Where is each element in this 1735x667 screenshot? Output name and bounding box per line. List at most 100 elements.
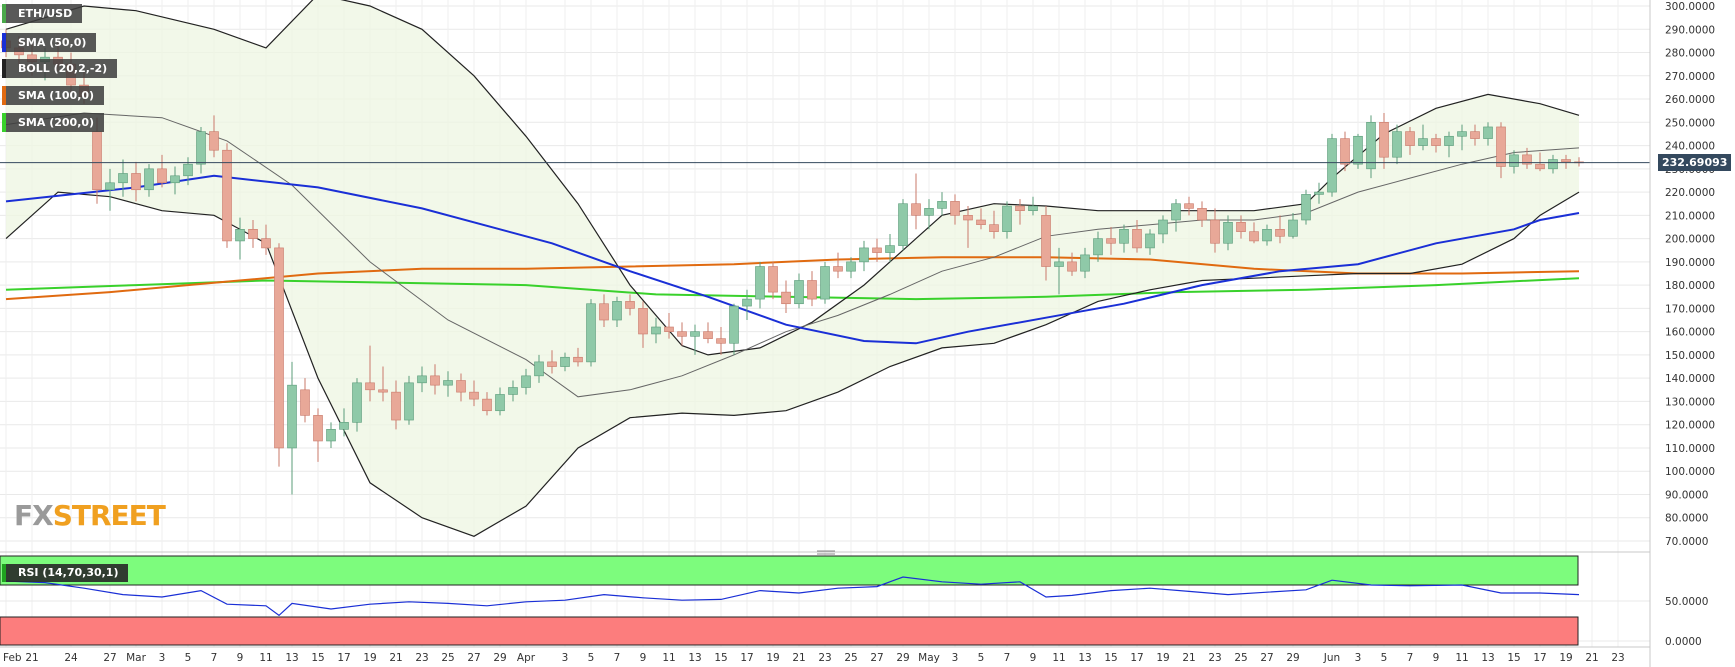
candle bbox=[417, 366, 427, 393]
candle bbox=[326, 422, 336, 448]
candle-body bbox=[1249, 231, 1259, 242]
time-tick-label: 11 bbox=[662, 652, 675, 664]
candle bbox=[339, 408, 349, 437]
candle-body bbox=[1561, 159, 1571, 163]
candle-body bbox=[469, 391, 479, 400]
time-tick-label: 23 bbox=[1611, 652, 1624, 664]
time-tick-label: May bbox=[918, 652, 940, 664]
candle bbox=[1197, 201, 1207, 227]
candle-body bbox=[1418, 138, 1428, 146]
price-tick-label: 170.0000 bbox=[1665, 303, 1715, 315]
candle-body bbox=[1262, 229, 1272, 242]
candle-body bbox=[352, 382, 362, 423]
candle-body bbox=[1444, 135, 1454, 146]
candle-body bbox=[1132, 229, 1142, 249]
candle bbox=[404, 375, 414, 425]
time-tick-label: 17 bbox=[1130, 652, 1143, 664]
candle-body bbox=[1002, 205, 1012, 232]
time-tick-label: 13 bbox=[688, 652, 701, 664]
candle bbox=[1327, 133, 1337, 197]
candle bbox=[1379, 113, 1389, 169]
price-tick-label: 70.0000 bbox=[1665, 536, 1708, 548]
candle bbox=[1444, 131, 1454, 158]
candle-body bbox=[1509, 154, 1519, 167]
candle-body bbox=[560, 356, 570, 367]
price-tick-label: 270.0000 bbox=[1665, 71, 1715, 83]
candle-body bbox=[365, 382, 375, 391]
candle-body bbox=[1275, 229, 1285, 237]
candle-body bbox=[807, 280, 817, 300]
candle-body bbox=[950, 201, 960, 216]
time-tick-label: 3 bbox=[952, 652, 959, 664]
indicator-tag-sma50[interactable]: SMA (50,0) bbox=[2, 33, 97, 52]
candle-body bbox=[1457, 131, 1467, 137]
time-tick-label: 9 bbox=[1433, 652, 1440, 664]
candle bbox=[131, 161, 141, 202]
rsi-overbought-zone bbox=[0, 555, 1579, 586]
price-tick-label: 150.0000 bbox=[1665, 350, 1715, 362]
candle-body bbox=[924, 208, 934, 216]
time-tick-label: 5 bbox=[978, 652, 985, 664]
candle-body bbox=[1223, 222, 1233, 244]
candle-body bbox=[1483, 126, 1493, 139]
price-tick-label: 100.0000 bbox=[1665, 466, 1715, 478]
time-tick-label: 7 bbox=[1004, 652, 1011, 664]
fxstreet-logo: FXSTREET bbox=[14, 499, 166, 532]
time-tick-label: 15 bbox=[311, 652, 324, 664]
indicator-tag-boll[interactable]: BOLL (20,2,-2) bbox=[2, 59, 118, 78]
candle bbox=[1561, 154, 1571, 169]
candle bbox=[807, 271, 817, 307]
candle bbox=[664, 313, 674, 339]
indicator-tag-sma100[interactable]: SMA (100,0) bbox=[2, 86, 105, 105]
candle-body bbox=[989, 224, 999, 232]
candle-body bbox=[1210, 219, 1220, 244]
candle bbox=[1093, 231, 1103, 262]
candle-body bbox=[508, 387, 518, 395]
time-tick-label: 27 bbox=[870, 652, 883, 664]
rsi-series bbox=[5, 576, 1580, 617]
time-tick-label: 17 bbox=[740, 652, 753, 664]
time-tick-label: 11 bbox=[259, 652, 272, 664]
rsi-indicator-tag[interactable]: RSI (14,70,30,1) bbox=[2, 564, 129, 582]
time-tick-label: 5 bbox=[1381, 652, 1388, 664]
time-tick-label: 5 bbox=[588, 652, 595, 664]
price-tick-label: 220.0000 bbox=[1665, 187, 1715, 199]
candle bbox=[885, 233, 895, 262]
candle-body bbox=[1405, 131, 1415, 146]
candle bbox=[612, 296, 622, 327]
time-tick-label: 21 bbox=[389, 652, 402, 664]
candle bbox=[768, 261, 778, 300]
candle-body bbox=[1340, 138, 1350, 165]
candle bbox=[248, 220, 258, 248]
candle-body bbox=[1353, 135, 1363, 165]
candle-body bbox=[872, 247, 882, 253]
candle-body bbox=[430, 375, 440, 386]
indicator-label: SMA (200,0) bbox=[18, 116, 95, 129]
time-tick-label: 21 bbox=[1585, 652, 1598, 664]
symbol-tag[interactable]: ETH/USD bbox=[2, 4, 83, 23]
candle bbox=[625, 294, 635, 316]
candle bbox=[1184, 196, 1194, 216]
candle-body bbox=[248, 229, 258, 239]
candle-body bbox=[820, 266, 830, 300]
candle bbox=[1262, 224, 1272, 246]
sma50-line bbox=[5, 174, 1580, 345]
price-tick-label: 250.0000 bbox=[1665, 117, 1715, 129]
candle bbox=[1288, 213, 1298, 239]
price-axis: 300.0000 290.0000 280.0000 270.0000 260.0000… bbox=[1665, 1, 1715, 548]
price-tick-label: 190.0000 bbox=[1665, 257, 1715, 269]
time-tick-label: 21 bbox=[1182, 652, 1195, 664]
candle bbox=[378, 366, 388, 402]
time-tick-label: 11 bbox=[1455, 652, 1468, 664]
candle bbox=[547, 350, 557, 374]
time-tick-label: Feb bbox=[3, 652, 22, 664]
candle-body bbox=[339, 422, 349, 430]
candle bbox=[1106, 226, 1116, 255]
candle bbox=[118, 159, 128, 197]
time-tick-label: 9 bbox=[1030, 652, 1037, 664]
candle-body bbox=[638, 308, 648, 335]
candle bbox=[456, 373, 466, 402]
indicator-tag-sma200[interactable]: SMA (200,0) bbox=[2, 113, 105, 132]
candle-body bbox=[1327, 138, 1337, 193]
